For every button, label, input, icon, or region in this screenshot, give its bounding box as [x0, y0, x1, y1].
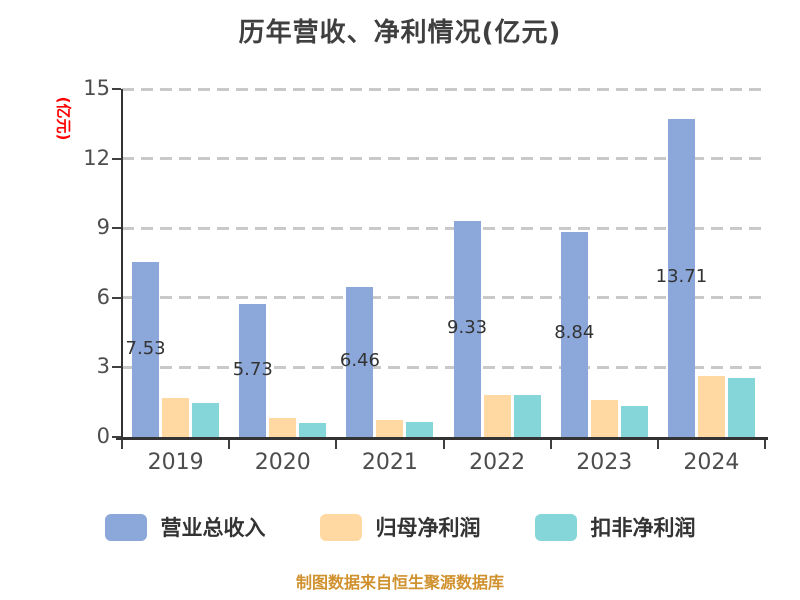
y-axis-line	[121, 89, 123, 440]
legend-item-net-profit: 归母净利润	[319, 512, 481, 542]
legend-swatch-total-revenue	[104, 513, 147, 541]
y-tick-label-0: 0	[96, 424, 110, 448]
x-tick-mark-0	[121, 440, 123, 449]
bar-value-label-2021: 6.46	[339, 350, 380, 372]
y-tick-mark-3	[112, 366, 121, 369]
gridline-3	[122, 365, 765, 369]
x-tick-label-2023: 2023	[576, 450, 633, 475]
bar-non-gaap-net-profit-2022	[513, 395, 541, 437]
bar-value-label-2019: 7.53	[125, 337, 166, 359]
y-tick-mark-15	[112, 88, 121, 90]
y-tick-mark-0	[112, 436, 121, 438]
x-axis-line	[116, 437, 768, 440]
footer-note: 制图数据来自恒生聚源数据库	[295, 573, 504, 592]
bar-total-revenue-2023	[560, 231, 588, 437]
legend-swatch-net-profit	[319, 513, 362, 541]
chart-title: 历年营收、净利情况(亿元)	[238, 18, 562, 48]
bar-non-gaap-net-profit-2021	[406, 422, 434, 437]
y-axis-label: (亿元)	[54, 96, 73, 141]
bar-total-revenue-2024	[667, 118, 695, 437]
y-tick-label-3: 3	[96, 354, 110, 379]
bar-net-profit-2024	[697, 376, 725, 437]
y-tick-label-15: 15	[83, 76, 110, 100]
bar-net-profit-2022	[483, 395, 511, 437]
bar-non-gaap-net-profit-2024	[727, 378, 755, 437]
legend: 营业总收入 归母净利润 扣非净利润	[0, 512, 800, 542]
legend-label-non-gaap-net-profit: 扣非净利润	[590, 516, 696, 540]
bar-net-profit-2020	[269, 418, 297, 437]
bar-non-gaap-net-profit-2023	[620, 405, 648, 437]
y-tick-label-9: 9	[96, 215, 110, 240]
legend-item-non-gaap-net-profit: 扣非净利润	[534, 512, 696, 542]
bar-value-label-2020: 5.73	[232, 358, 273, 380]
bar-net-profit-2019	[162, 397, 190, 437]
x-tick-label-2022: 2022	[469, 450, 526, 475]
bar-net-profit-2021	[376, 419, 404, 437]
gridline-12	[122, 157, 765, 161]
x-tick-label-2019: 2019	[147, 450, 204, 475]
legend-swatch-non-gaap-net-profit	[534, 513, 577, 541]
x-tick-mark-3	[442, 440, 445, 449]
bar-total-revenue-2020	[239, 304, 267, 437]
bar-value-label-2022: 9.33	[447, 316, 488, 338]
legend-label-net-profit: 归母净利润	[375, 516, 481, 540]
bar-total-revenue-2019	[132, 262, 160, 437]
gridline-9	[122, 226, 765, 230]
y-tick-label-12: 12	[83, 145, 110, 170]
bar-total-revenue-2022	[453, 220, 481, 437]
plot-area: 7.53 5.73 6.46 9.33 8.84 13.71	[122, 87, 765, 437]
bar-value-label-2024: 13.71	[655, 265, 708, 287]
y-tick-mark-12	[112, 157, 121, 160]
x-tick-label-2021: 2021	[361, 450, 418, 475]
x-tick-label-2020: 2020	[254, 450, 311, 475]
x-tick-label-2024: 2024	[683, 450, 740, 475]
x-tick-mark-2	[335, 440, 338, 449]
x-tick-mark-5	[656, 440, 659, 449]
x-tick-mark-4	[549, 440, 552, 449]
x-tick-mark-6	[764, 440, 766, 449]
y-tick-mark-6	[112, 296, 121, 299]
gridline-15	[122, 87, 765, 91]
bar-total-revenue-2021	[346, 287, 374, 437]
bar-value-label-2023: 8.84	[554, 322, 595, 344]
bar-non-gaap-net-profit-2019	[192, 403, 220, 437]
x-tick-mark-1	[228, 440, 231, 449]
bar-net-profit-2023	[590, 400, 618, 437]
legend-item-total-revenue: 营业总收入	[104, 512, 266, 542]
y-tick-mark-9	[112, 227, 121, 230]
gridline-6	[122, 296, 765, 300]
y-tick-label-6: 6	[96, 284, 110, 309]
bar-non-gaap-net-profit-2020	[299, 423, 327, 437]
legend-label-total-revenue: 营业总收入	[160, 516, 266, 540]
